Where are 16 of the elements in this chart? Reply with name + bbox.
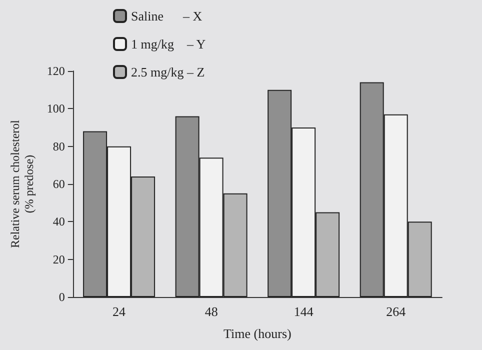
y-tick-label: 40 — [52, 214, 65, 229]
y-tick-label: 60 — [52, 177, 65, 191]
legend-label: Saline – X — [131, 8, 203, 24]
y-tick-label: 120 — [46, 64, 65, 78]
legend-label: 1 mg/kg – Y — [131, 36, 206, 52]
y-axis-title: Relative serum cholesterol (% predose) — [8, 119, 36, 248]
x-tick-label: 144 — [294, 304, 314, 319]
x-tick-label: 48 — [204, 304, 218, 319]
x-axis-title: Time (hours) — [224, 326, 292, 341]
y-tick-label: 20 — [52, 252, 65, 266]
legend-label: 2.5 mg/kg – Z — [131, 64, 205, 80]
y-tick-label: 0 — [58, 290, 65, 304]
x-tick-label: 24 — [112, 304, 126, 319]
y-tick-label: 100 — [46, 102, 65, 116]
x-tick-label: 264 — [386, 304, 406, 319]
y-tick-label: 80 — [52, 139, 65, 154]
